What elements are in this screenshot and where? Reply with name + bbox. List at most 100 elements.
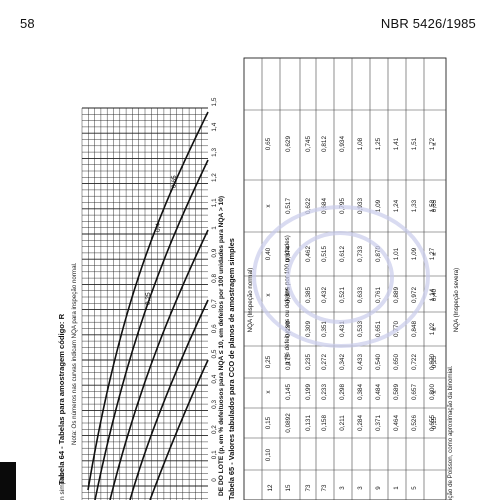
- table65-cell: 0,655: [429, 415, 436, 431]
- footnote: ição de Poisson, como aproximação da bin…: [447, 365, 454, 500]
- pa-cell: 15: [285, 484, 292, 491]
- x-tick-label: 1,4: [211, 122, 218, 131]
- page-number: 58: [20, 16, 35, 31]
- x-tick-label: 0,9: [211, 248, 218, 257]
- document-id: NBR 5426/1985: [380, 16, 476, 31]
- table65-cell: 0,371: [375, 415, 382, 431]
- table65-cell: 1,24: [393, 199, 400, 212]
- scan-edge: [0, 462, 16, 500]
- pa-cell: 12: [267, 484, 274, 491]
- table65-cell: 1,72: [429, 137, 436, 150]
- table65-cell: 1,41: [393, 137, 400, 150]
- table65-cell: 0,433: [357, 354, 364, 370]
- table65-cell: 0,800: [429, 384, 436, 400]
- x-tick-label: 0: [211, 478, 218, 482]
- table65-cell: 0,211: [339, 415, 346, 431]
- table65-cell: 0,284: [357, 415, 364, 431]
- table65-cell: 0,233: [321, 384, 328, 400]
- table64-title: Tabela 64 - Tabelas para amostragem códi…: [57, 313, 66, 485]
- table65-cell: 0,526: [411, 415, 418, 431]
- severa-header-cell: x: [431, 142, 438, 146]
- x-tick-label: 0,3: [211, 400, 218, 409]
- nqa-severa-label: NQA (Inspeção severa): [453, 268, 460, 332]
- severa-header-cell: 0,15: [431, 416, 438, 429]
- table65-cell: 1,27: [429, 247, 436, 260]
- table65-cell: 0,540: [375, 354, 382, 370]
- oc-curve: [109, 229, 209, 500]
- x-tick-label: 0,8: [211, 274, 218, 283]
- table65-cell: 0,0892: [285, 413, 292, 433]
- table65-title: Tabela 65 - Valores tabulados para CCO d…: [227, 238, 236, 500]
- x-tick-label: 1,5: [211, 97, 218, 106]
- table65-cell: 1,53: [429, 199, 436, 212]
- pa-cell: 3: [357, 486, 364, 490]
- table65-cell: 0,298: [339, 384, 346, 400]
- x-tick-label: 0,5: [211, 349, 218, 358]
- x-tick-label: 0,4: [211, 374, 218, 383]
- severa-header-cell: 0,65: [431, 199, 438, 212]
- table65-cell: 0,848: [411, 321, 418, 337]
- table65-cell: 0,934: [339, 136, 346, 152]
- table65-cell: 1,51: [411, 137, 418, 150]
- table65-cell: 0,629: [285, 136, 292, 152]
- curve-label: 0,25: [145, 292, 152, 305]
- pa-cell: 73: [321, 484, 328, 491]
- table65-cell: 0,622: [305, 198, 312, 214]
- pa-cell: 5: [411, 486, 418, 490]
- table65-cell: 0,589: [393, 384, 400, 400]
- table65-cell: 0,272: [321, 354, 328, 370]
- table65-cell: 0,464: [393, 415, 400, 431]
- table65-cell: 1,33: [411, 199, 418, 212]
- table65-cell: 1,14: [429, 288, 436, 301]
- oc-curve: [129, 299, 209, 500]
- table65-cell: 1,09: [375, 199, 382, 212]
- table65-cell: 0,722: [411, 354, 418, 370]
- pa-cell: 3: [339, 486, 346, 490]
- table65-cell: 1,25: [375, 137, 382, 150]
- table65-cell: 0,175: [285, 354, 292, 370]
- x-tick-label: 1,2: [211, 173, 218, 182]
- table64-note: Nota: Os números nas curvas indicam NQA …: [71, 262, 78, 445]
- table65-cell: 0,342: [339, 354, 346, 370]
- nqa-header-cell: 0,25: [265, 355, 272, 368]
- watermark-seal: [252, 205, 430, 348]
- nqa-header-cell: 0,10: [265, 448, 272, 461]
- x-tick-label: 1,1: [211, 198, 218, 207]
- severa-header-cell: 0,40: [431, 288, 438, 301]
- table65-cell: 0,145: [285, 384, 292, 400]
- nqa-header-cell: x: [265, 204, 272, 208]
- table65-cell: 0,745: [305, 136, 312, 152]
- table65-cell: 0,870: [429, 354, 436, 370]
- table65-cell: 0,650: [393, 354, 400, 370]
- table64-simples-label: n simples: [59, 471, 66, 500]
- table65-cell: 1,02: [429, 322, 436, 335]
- x-axis-ticks: 0 0,1 0,2 0,3 0,4 0,5 0,6 0,7 0,8 0,9 1 1,1 1,2 1,3 1,…: [211, 97, 218, 482]
- x-tick-label: 1: [211, 226, 218, 230]
- table65-cell: 0,199: [305, 384, 312, 400]
- table65-cell: 0,657: [411, 384, 418, 400]
- severa-header-cell: x: [431, 327, 438, 331]
- table65-cell: 0,484: [375, 384, 382, 400]
- table65-cell: 1,08: [357, 137, 364, 150]
- x-tick-label: 1,3: [211, 148, 218, 157]
- x-axis-label: DE DO LOTE (p, em % defeituosos para NQA…: [218, 196, 225, 496]
- pa-cell: 1: [393, 486, 400, 490]
- pa-cell: 73: [305, 484, 312, 491]
- table65-cell: 0,517: [285, 198, 292, 214]
- x-tick-label: 0,1: [211, 450, 218, 459]
- curve-label: 0,4: [155, 223, 162, 232]
- nqa-header-cell: x: [265, 390, 272, 394]
- oc-curve: [87, 111, 209, 491]
- oc-curve: [94, 159, 209, 500]
- x-tick-label: 0,6: [211, 324, 218, 333]
- severa-header-cell: x: [431, 390, 438, 394]
- severa-header-cell: 0,25: [431, 355, 438, 368]
- severa-header-cell: x: [431, 252, 438, 256]
- x-tick-label: 0,2: [211, 425, 218, 434]
- oc-curves: 0,65 0,4 0,25: [87, 111, 209, 500]
- table65-frame: [243, 57, 447, 500]
- table65-cell: 0,235: [305, 354, 312, 370]
- pa-cell: 9: [375, 486, 382, 490]
- x-tick-label: 0,7: [211, 299, 218, 308]
